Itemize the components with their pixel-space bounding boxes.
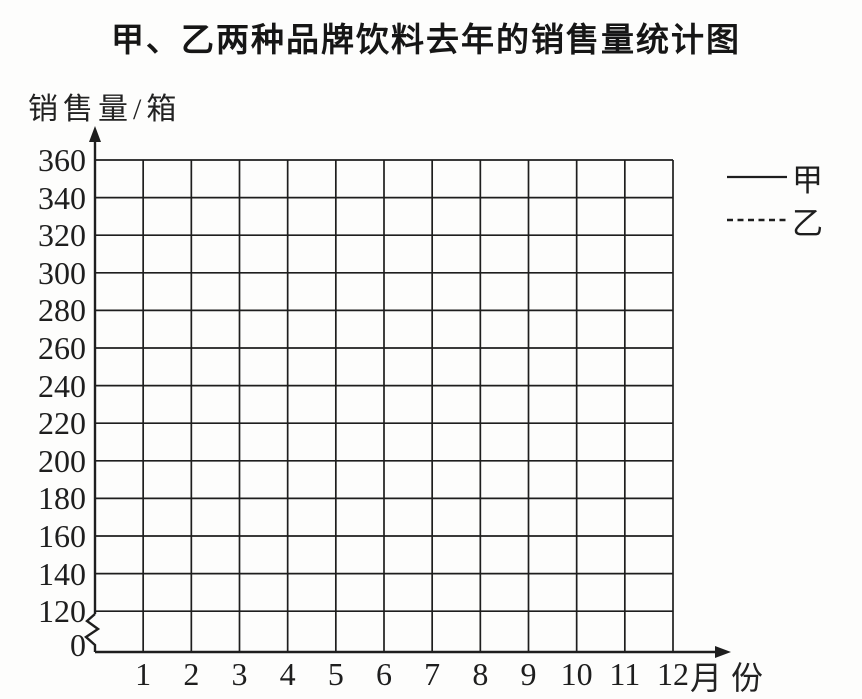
origin-label: 0 [70,627,86,663]
legend-line-dashed [727,218,787,222]
x-axis-label: 月份 [690,660,773,696]
x-tick-label: 11 [609,656,641,692]
y-tick-label: 160 [38,518,86,554]
y-tick-label: 300 [38,254,86,291]
x-tick-label: 4 [279,656,296,692]
y-tick-label: 180 [38,480,86,517]
y-axis-break [84,613,101,652]
x-tick-label: 6 [376,656,392,692]
legend-label-jia: 甲 [792,162,823,198]
y-tick-label: 320 [38,217,86,254]
x-tick-label: 3 [231,656,248,692]
y-axis-label: 销售量/箱 [28,93,182,126]
legend-line-solid [727,175,787,179]
x-tick-label: 10 [560,656,593,692]
legend-item-jia: 甲 [726,157,856,198]
x-tick-label: 1 [135,656,152,692]
y-axis-arrow [89,126,101,142]
x-axis-arrow [715,646,731,658]
x-tick-label: 12 [657,656,689,692]
x-tick-label: 7 [424,656,441,692]
y-tick-label: 120 [38,593,86,630]
x-tick-label: 5 [327,656,344,692]
y-tick-label: 200 [38,442,86,479]
legend: 甲 乙 [726,157,856,243]
x-tick-label: 8 [472,656,489,692]
y-tick-label: 240 [38,367,86,404]
x-tick-label: 2 [183,656,200,692]
y-tick-label: 220 [38,405,86,442]
chart-title: 甲、乙两种品牌饮料去年的销售量统计图 [111,21,741,58]
x-tick-label: 9 [520,656,537,692]
y-tick-label: 260 [38,330,86,366]
y-tick-label: 140 [38,555,86,592]
y-tick-label: 280 [38,292,86,329]
y-tick-label: 360 [38,142,86,178]
y-tick-label: 340 [38,179,86,216]
legend-label-yi: 乙 [792,205,823,241]
legend-item-yi: 乙 [726,200,856,241]
